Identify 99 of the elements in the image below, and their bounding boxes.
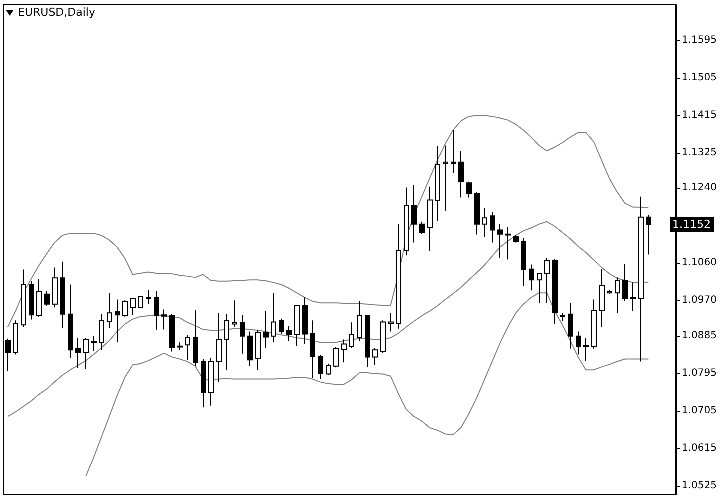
candlestick xyxy=(591,299,597,350)
candlestick xyxy=(615,277,620,314)
candlestick xyxy=(122,300,128,318)
candlestick xyxy=(622,263,628,302)
candlestick xyxy=(310,320,315,379)
candlestick xyxy=(372,348,378,366)
candlestick xyxy=(576,331,581,356)
candlestick xyxy=(458,150,464,198)
candlestick xyxy=(490,212,495,244)
y-tick-label: 1.0705 xyxy=(682,405,718,416)
candlestick xyxy=(513,234,519,244)
y-tick-label: 1.1415 xyxy=(682,110,718,121)
candlestick xyxy=(115,299,120,344)
candlestick xyxy=(404,187,409,256)
candlestick xyxy=(474,192,480,236)
candlestick xyxy=(154,290,159,332)
candlestick xyxy=(130,298,136,316)
candlestick xyxy=(169,314,175,352)
y-tick-label: 1.0970 xyxy=(682,295,718,306)
candlestick xyxy=(599,268,605,328)
line-series xyxy=(7,221,650,418)
candlestick xyxy=(146,290,151,305)
candlestick xyxy=(247,331,253,367)
candlestick xyxy=(216,312,222,383)
candlestick xyxy=(638,196,644,362)
candlestick xyxy=(107,292,112,329)
candlestick xyxy=(75,338,81,369)
y-tick-label: 1.1325 xyxy=(682,147,718,158)
candlestick xyxy=(560,312,565,322)
candlestick xyxy=(537,272,542,304)
candlestick xyxy=(466,181,472,198)
candlestick xyxy=(396,224,401,330)
candlestick xyxy=(52,267,58,308)
y-tick-label: 1.0525 xyxy=(682,480,718,492)
candlestick xyxy=(357,300,362,342)
candlestick xyxy=(529,264,534,292)
y-tick-label: 1.1505 xyxy=(682,72,718,84)
candlestick xyxy=(68,284,73,359)
candlestick xyxy=(451,130,456,174)
candlestick xyxy=(365,314,370,368)
candlestick xyxy=(91,336,97,352)
candlestick xyxy=(607,290,612,294)
chart-title: EURUSD,Daily xyxy=(18,6,96,19)
candlestick xyxy=(646,214,651,256)
candlestick xyxy=(13,320,18,356)
candlestick xyxy=(60,261,65,329)
candlestick xyxy=(349,322,354,349)
candlestick xyxy=(286,325,292,342)
candlestick xyxy=(193,310,198,367)
candlestick xyxy=(263,310,269,349)
y-tick-label: 1.1240 xyxy=(682,182,718,194)
candlestick xyxy=(552,258,558,325)
candlestick xyxy=(544,258,550,304)
candlestick xyxy=(388,312,394,332)
candlestick xyxy=(208,358,214,406)
candlestick xyxy=(419,221,425,235)
line-series xyxy=(7,115,650,328)
candlestick xyxy=(83,338,89,370)
candlestick xyxy=(294,304,300,347)
candlestick xyxy=(630,282,636,312)
candlestick xyxy=(427,186,433,252)
text: 1.1152 xyxy=(670,216,714,232)
candlestick xyxy=(497,224,503,260)
candlestick xyxy=(583,338,589,362)
y-tick-label: 1.1060 xyxy=(682,258,718,269)
candlestick xyxy=(482,208,487,238)
candlestick xyxy=(224,314,229,371)
candlestick xyxy=(279,318,284,335)
y-tick-label: 1.1595 xyxy=(682,34,718,46)
candlestick xyxy=(505,226,511,260)
y-tick-label: 1.0885 xyxy=(682,330,718,342)
candlestick xyxy=(521,238,526,287)
candlestick xyxy=(99,314,104,351)
candlestick xyxy=(36,278,42,318)
candlestick xyxy=(271,292,276,344)
candlestick xyxy=(201,358,206,408)
candlestick xyxy=(240,314,245,354)
candlestick xyxy=(568,302,573,350)
candlestick xyxy=(29,280,34,320)
candlestick xyxy=(255,330,261,371)
candlestick xyxy=(138,296,143,309)
candlestick xyxy=(341,339,347,364)
y-tick-label: 1.0795 xyxy=(682,368,718,379)
line-series xyxy=(86,292,650,477)
candlestick xyxy=(161,309,167,330)
candlestick xyxy=(435,146,440,222)
candlestick xyxy=(44,290,50,306)
candlestick xyxy=(302,297,308,345)
candlestick xyxy=(177,342,183,351)
candlestick xyxy=(443,145,448,212)
candlestick xyxy=(21,269,26,328)
candlestick xyxy=(232,300,237,328)
candlestick xyxy=(185,334,190,361)
y-tick-label: 1.0615 xyxy=(682,442,718,454)
candlestick xyxy=(411,184,417,244)
candlestick xyxy=(333,346,339,368)
candlestick xyxy=(318,355,323,380)
candlestick xyxy=(326,363,331,376)
candlestick xyxy=(380,320,386,354)
